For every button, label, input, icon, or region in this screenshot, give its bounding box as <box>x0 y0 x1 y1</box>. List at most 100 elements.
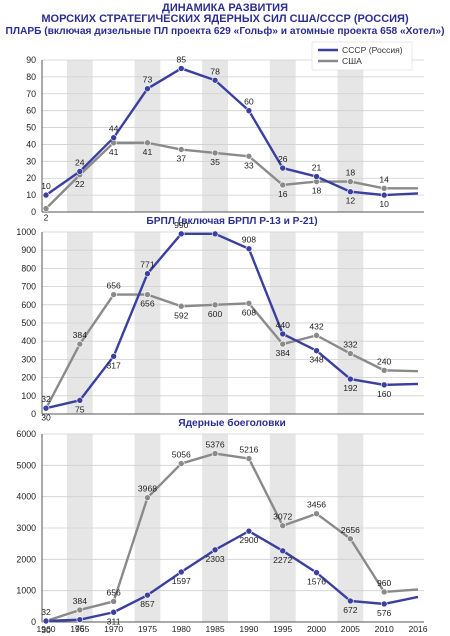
data-label-2-ussr-2005: 672 <box>343 605 358 615</box>
point-0-ussr-1960 <box>42 191 50 199</box>
point-1-usa-1970 <box>110 291 117 298</box>
point-0-ussr-1965 <box>76 168 84 175</box>
data-label-2-usa-1975: 3968 <box>138 484 157 494</box>
point-0-usa-1990 <box>245 152 253 160</box>
point-1-ussr-1985 <box>211 230 219 238</box>
point-2-usa-1975 <box>144 494 151 501</box>
data-label-0-ussr-1975: 73 <box>143 75 153 85</box>
data-label-2-usa-1985: 5376 <box>206 440 225 450</box>
data-label-0-usa-1965: 22 <box>75 179 85 189</box>
data-label-0-ussr-1965: 24 <box>75 157 85 167</box>
y-tick-label-1-500: 500 <box>21 318 36 328</box>
y-tick-label-0-40: 40 <box>26 139 36 149</box>
y-tick-label-0-70: 70 <box>26 89 36 99</box>
point-1-usa-1965 <box>76 340 84 348</box>
x-tick-label-1970: 1970 <box>104 624 123 634</box>
data-label-0-ussr-1990: 60 <box>244 97 254 107</box>
point-2-usa-1995 <box>279 522 287 530</box>
point-0-ussr-2010 <box>380 191 388 199</box>
point-2-usa-1980 <box>177 460 185 467</box>
point-2-usa-1990 <box>245 455 253 462</box>
point-0-usa-1995 <box>279 181 287 189</box>
y-tick-label-1-900: 900 <box>21 245 36 255</box>
chart-title-line-2: МОРСКИХ СТРАТЕГИЧЕСКИХ ЯДЕРНЫХ СИЛ США/С… <box>41 13 409 25</box>
x-tick-label-1990: 1990 <box>239 624 258 634</box>
data-label-1-ussr-1960: 32 <box>41 394 51 404</box>
data-label-2-usa-1960: 30 <box>41 625 51 635</box>
data-label-1-usa-1975: 656 <box>140 299 155 309</box>
data-label-2-ussr-2000: 1576 <box>307 577 326 587</box>
x-tick-label-1985: 1985 <box>206 624 225 634</box>
data-label-0-ussr-1960: 10 <box>41 181 51 191</box>
panel-3-title: Ядерные боеголовки <box>178 417 285 429</box>
point-1-usa-1975 <box>144 291 151 298</box>
y-tick-label-1-200: 200 <box>21 373 36 383</box>
point-2-ussr-1960 <box>42 617 50 625</box>
y-tick-label-1-600: 600 <box>21 300 36 310</box>
point-2-ussr-1975 <box>144 591 151 599</box>
data-label-2-usa-1995: 3072 <box>273 512 292 522</box>
data-label-0-ussr-1970: 44 <box>109 124 119 134</box>
data-label-1-ussr-1970: 317 <box>106 360 121 370</box>
point-1-ussr-1965 <box>76 397 84 404</box>
data-label-0-usa-1960: 2 <box>44 213 49 223</box>
y-tick-label-2-2000: 2000 <box>16 554 36 564</box>
point-0-ussr-1995 <box>279 164 287 172</box>
point-2-ussr-1985 <box>211 546 219 554</box>
point-1-usa-1990 <box>245 300 253 307</box>
point-0-usa-1980 <box>177 146 185 153</box>
data-label-1-usa-1980: 592 <box>174 310 189 320</box>
legend-box <box>311 41 413 71</box>
series-line-0-ussr <box>45 67 419 197</box>
data-label-2-ussr-1985: 2303 <box>206 554 225 564</box>
band-0-1965 <box>66 60 93 212</box>
point-1-ussr-1995 <box>279 330 287 338</box>
y-tick-label-1-0: 0 <box>31 409 36 419</box>
y-tick-label-1-100: 100 <box>21 391 36 401</box>
data-label-2-ussr-2010: 576 <box>377 608 392 618</box>
data-label-0-usa-1985: 35 <box>210 157 220 167</box>
y-tick-label-0-10: 10 <box>26 190 36 200</box>
data-label-0-usa-2000: 18 <box>312 186 322 196</box>
data-label-1-usa-2000: 432 <box>309 321 324 331</box>
x-tick-label-1980: 1980 <box>172 624 191 634</box>
data-label-1-ussr-1990: 908 <box>242 235 257 245</box>
y-tick-label-2-0: 0 <box>31 617 36 627</box>
y-tick-label-0-90: 90 <box>26 55 36 65</box>
point-0-usa-1960 <box>42 205 50 212</box>
data-label-0-usa-1980: 37 <box>176 154 186 164</box>
band-0-1985 <box>202 60 228 212</box>
y-tick-label-2-6000: 6000 <box>16 429 36 439</box>
legend-label-usa: США <box>342 56 362 66</box>
point-0-ussr-2000 <box>313 173 320 180</box>
data-label-0-usa-1990: 33 <box>244 160 254 170</box>
data-label-0-ussr-2005: 12 <box>346 196 356 206</box>
series-line-1-ussr <box>45 232 419 410</box>
data-label-0-ussr-1985: 78 <box>210 66 220 76</box>
data-label-0-usa-1970: 41 <box>109 147 119 157</box>
data-label-2-ussr-1965: 75 <box>75 624 85 634</box>
point-1-ussr-1970 <box>110 353 117 360</box>
x-tick-label-2016: 2016 <box>408 624 427 634</box>
data-label-2-usa-2010: 960 <box>377 578 392 588</box>
point-1-usa-1980 <box>177 302 185 310</box>
point-1-ussr-1960 <box>42 404 50 412</box>
y-tick-label-2-5000: 5000 <box>16 460 36 470</box>
point-1-ussr-2000 <box>313 347 320 354</box>
data-label-2-ussr-1995: 2272 <box>273 555 292 565</box>
point-2-ussr-1965 <box>76 616 84 623</box>
y-tick-label-1-300: 300 <box>21 354 36 364</box>
data-label-0-usa-2005: 18 <box>346 168 356 178</box>
data-label-0-usa-1975: 41 <box>143 147 153 157</box>
point-2-ussr-1990 <box>245 527 253 535</box>
y-tick-label-1-1000: 1000 <box>16 227 36 237</box>
point-2-ussr-2005 <box>347 597 354 605</box>
point-1-ussr-1975 <box>144 270 151 277</box>
y-tick-label-0-80: 80 <box>26 72 36 82</box>
y-tick-label-0-50: 50 <box>26 123 36 133</box>
point-2-usa-2010 <box>380 588 388 596</box>
data-label-2-ussr-1980: 1597 <box>172 576 191 586</box>
data-label-1-ussr-2000: 348 <box>309 355 324 365</box>
point-0-ussr-1980 <box>177 65 185 72</box>
